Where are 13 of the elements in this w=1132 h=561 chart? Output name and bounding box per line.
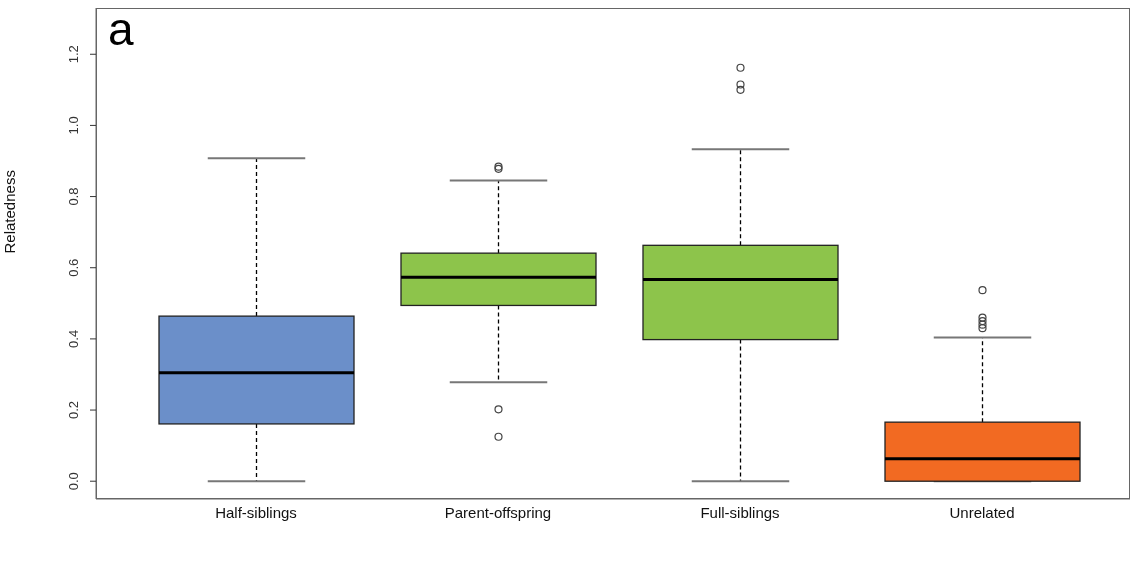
x-tick-label: Unrelated xyxy=(949,503,1015,521)
y-tick-label: 0.6 xyxy=(66,258,81,277)
y-tick-label: 0.2 xyxy=(66,401,81,420)
x-tick-label: Half-siblings xyxy=(215,503,297,521)
y-axis-title: Relatedness xyxy=(1,170,19,254)
y-tick-label: 0.8 xyxy=(66,187,81,206)
x-tick-label: Parent-offspring xyxy=(444,503,552,521)
y-tick-label: 1.2 xyxy=(66,45,81,64)
x-tick-label: Full-siblings xyxy=(700,503,780,521)
y-tick-label: 0.4 xyxy=(66,329,81,348)
y-tick-label: 1.0 xyxy=(66,116,81,135)
chart-title: a xyxy=(108,2,134,56)
y-tick-label: 0.0 xyxy=(66,472,81,491)
